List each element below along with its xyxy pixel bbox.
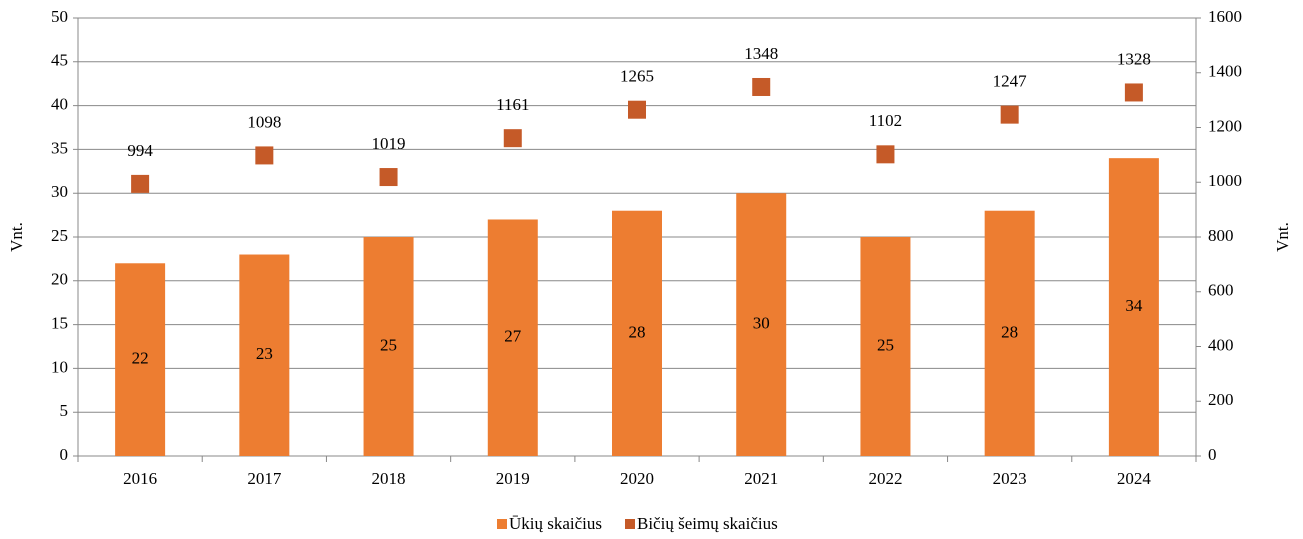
bar — [239, 254, 290, 456]
data-label: 25 — [877, 335, 894, 354]
y-tick-label: 0 — [60, 445, 69, 464]
x-tick-label: 2018 — [372, 469, 406, 488]
legend-label: Bičių šeimų skaičius — [637, 514, 778, 533]
legend-swatch — [497, 519, 507, 529]
y2-tick-label: 600 — [1208, 281, 1234, 300]
x-tick-label: 2016 — [123, 469, 157, 488]
x-tick-label: 2019 — [496, 469, 530, 488]
y2-tick-label: 1400 — [1208, 62, 1242, 81]
data-label: 28 — [629, 322, 646, 341]
bar — [1108, 158, 1159, 456]
y2-axis-label: Vnt. — [1273, 222, 1292, 252]
data-label: 994 — [127, 141, 153, 160]
data-label: 1161 — [496, 95, 529, 114]
y-tick-label: 5 — [60, 401, 69, 420]
y-tick-label: 20 — [51, 270, 68, 289]
y-tick-label: 10 — [51, 357, 68, 376]
marker — [1124, 83, 1143, 102]
bar — [115, 263, 166, 456]
y-tick-label: 30 — [51, 182, 68, 201]
marker — [379, 168, 398, 187]
y-tick-label: 40 — [51, 95, 68, 114]
y-tick-label: 15 — [51, 314, 68, 333]
marker — [131, 174, 150, 193]
data-label: 1328 — [1117, 49, 1151, 68]
data-label: 1102 — [869, 111, 902, 130]
x-tick-label: 2022 — [868, 469, 902, 488]
y-tick-label: 50 — [51, 7, 68, 26]
data-label: 30 — [753, 314, 770, 333]
y-tick-label: 35 — [51, 138, 68, 157]
marker — [255, 146, 274, 165]
y-tick-label: 45 — [51, 51, 68, 70]
y2-tick-label: 400 — [1208, 335, 1234, 354]
x-tick-label: 2020 — [620, 469, 654, 488]
marker — [503, 129, 522, 148]
bar — [363, 237, 414, 456]
marker — [752, 77, 771, 96]
y2-tick-label: 1200 — [1208, 116, 1242, 135]
y2-tick-label: 1600 — [1208, 7, 1242, 26]
marker — [876, 145, 895, 164]
y2-tick-label: 800 — [1208, 226, 1234, 245]
data-label: 25 — [380, 335, 397, 354]
data-label: 23 — [256, 344, 273, 363]
data-label: 28 — [1001, 322, 1018, 341]
legend-label: Ūkių skaičius — [509, 514, 602, 533]
x-tick-label: 2024 — [1117, 469, 1152, 488]
y2-tick-label: 1000 — [1208, 171, 1242, 190]
y-tick-label: 25 — [51, 226, 68, 245]
bar — [612, 210, 662, 456]
legend-swatch — [625, 519, 635, 529]
data-label: 22 — [132, 349, 149, 368]
y2-tick-label: 200 — [1208, 390, 1234, 409]
marker — [1000, 105, 1019, 124]
bar — [860, 237, 911, 456]
data-label: 1019 — [372, 134, 406, 153]
data-label: 1265 — [620, 67, 654, 86]
data-label: 1098 — [247, 112, 281, 131]
data-label: 27 — [504, 327, 522, 346]
bar — [736, 193, 787, 456]
x-tick-label: 2023 — [993, 469, 1027, 488]
bar — [487, 219, 538, 456]
data-label: 34 — [1125, 296, 1143, 315]
data-label: 1247 — [993, 72, 1028, 91]
data-label: 1348 — [744, 44, 778, 63]
y-axis-label: Vnt. — [7, 222, 26, 252]
x-tick-label: 2021 — [744, 469, 778, 488]
bar — [984, 210, 1035, 456]
marker — [628, 100, 646, 119]
x-tick-label: 2017 — [247, 469, 282, 488]
y2-tick-label: 0 — [1208, 445, 1217, 464]
